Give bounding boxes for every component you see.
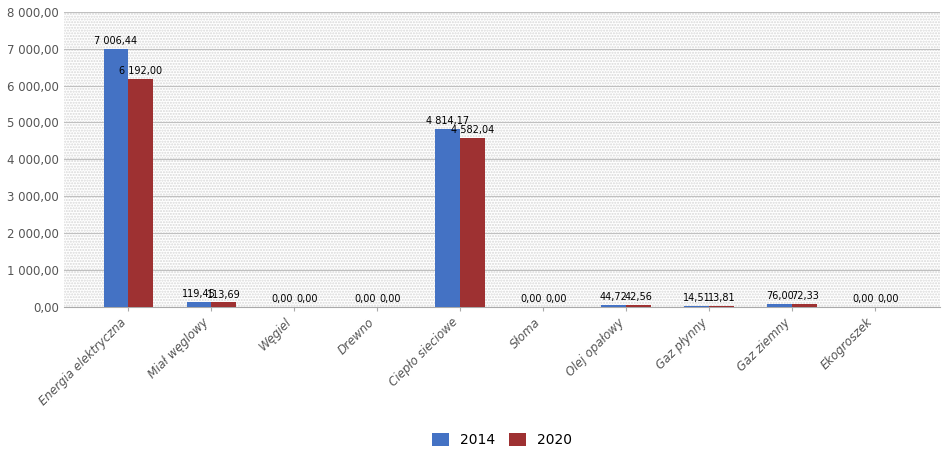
Bar [63, 12, 940, 307]
Text: 76,00: 76,00 [766, 291, 794, 301]
Bar [211, 303, 237, 307]
Text: 113,69: 113,69 [207, 290, 241, 299]
Text: 0,00: 0,00 [852, 294, 874, 304]
Text: 42,56: 42,56 [625, 292, 652, 302]
Bar [767, 304, 793, 307]
Text: 44,72: 44,72 [600, 292, 628, 302]
Text: 7 006,44: 7 006,44 [95, 36, 137, 46]
Bar [685, 306, 709, 307]
Text: 72,33: 72,33 [791, 291, 819, 301]
Bar [129, 78, 153, 307]
Text: 4 814,17: 4 814,17 [426, 116, 470, 126]
Text: 13,81: 13,81 [708, 293, 736, 303]
Bar [460, 138, 485, 307]
Bar [601, 305, 626, 307]
Text: 6 192,00: 6 192,00 [119, 65, 163, 76]
Legend: 2014, 2020: 2014, 2020 [426, 428, 578, 451]
Text: 0,00: 0,00 [520, 294, 542, 304]
Bar [709, 306, 734, 307]
Bar [436, 129, 460, 307]
Text: 14,51: 14,51 [683, 293, 711, 303]
Text: 0,00: 0,00 [354, 294, 376, 304]
Text: 0,00: 0,00 [877, 294, 899, 304]
Text: 4 582,04: 4 582,04 [451, 125, 494, 135]
Bar [187, 302, 211, 307]
Text: 119,45: 119,45 [182, 290, 216, 299]
Text: 0,00: 0,00 [296, 294, 317, 304]
Bar [626, 305, 652, 307]
Text: 0,00: 0,00 [545, 294, 566, 304]
Bar [103, 49, 129, 307]
Text: 0,00: 0,00 [271, 294, 293, 304]
Bar [793, 304, 817, 307]
Text: 0,00: 0,00 [379, 294, 401, 304]
